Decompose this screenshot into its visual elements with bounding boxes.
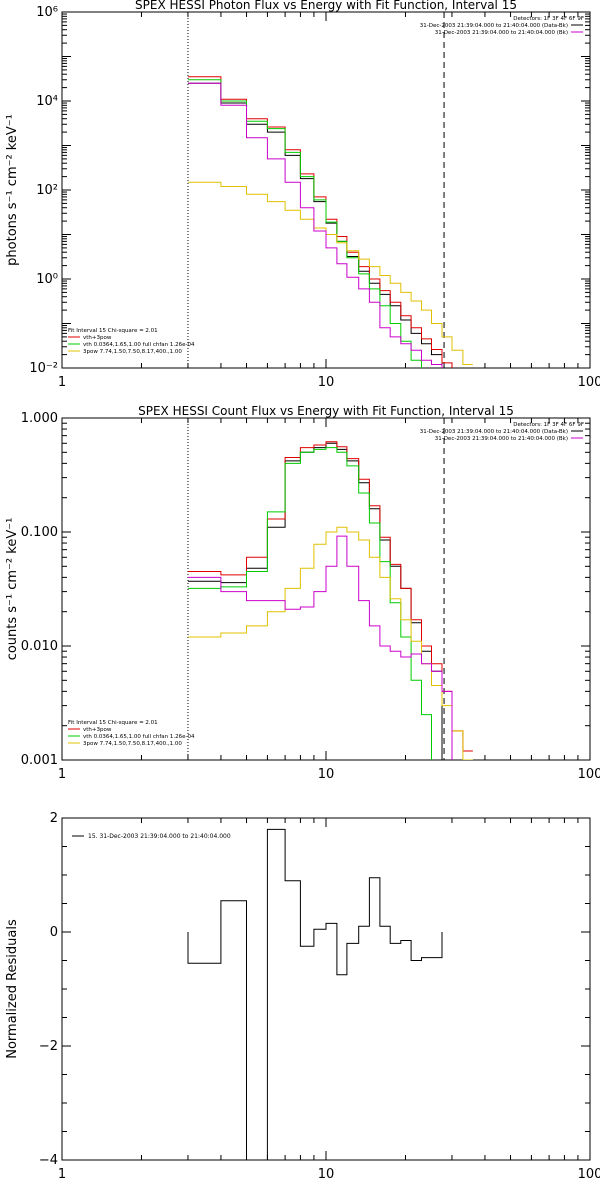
legend-bottom-entry: 3pow 7.74,1.50,7.50,8.17,400.,1.00 xyxy=(83,741,182,747)
legend-bottom-entry: Fit Interval 15 Chi-square = 2.01 xyxy=(68,328,158,334)
plot-frame xyxy=(61,817,591,1161)
legend-bottom-entry: vth 0.0364,1.65,1.00 full chfan 1.26e-04 xyxy=(83,342,195,348)
y-tick-label: −2 xyxy=(39,1039,58,1054)
y-tick-label: 1.000 xyxy=(21,411,58,426)
chart-title: SPEX HESSI Photon Flux vs Energy with Fi… xyxy=(135,0,517,12)
legend-bottom-entry: vth+3pow xyxy=(83,335,112,341)
legend-top-entry: 31-Dec-2003 21:39:04.000 to 21:40:04.000… xyxy=(435,30,568,36)
y-tick-label: 10⁴ xyxy=(36,94,58,109)
residual-legend-entry: 15. 31-Dec-2003 21:39:04.000 to 21:40:04… xyxy=(88,833,231,840)
plot-frame xyxy=(61,11,591,369)
series-line-2 xyxy=(188,441,473,752)
series-line-1 xyxy=(188,442,453,760)
legend-bottom-entry: vth 0.0364,1.65,1.00 full chfan 1.26e-04 xyxy=(83,734,195,740)
y-axis-label: counts s⁻¹ cm⁻² keV⁻¹ xyxy=(5,518,20,661)
y-tick-label: 10⁻² xyxy=(29,361,58,376)
x-tick-label: 100 xyxy=(578,1167,600,1182)
y-tick-label: −4 xyxy=(39,1153,58,1168)
legend-top-entry: Detectors: 1F 3F 4F 6F 9F xyxy=(513,16,584,22)
residuals-line xyxy=(187,828,443,1160)
plot-data xyxy=(187,828,443,1160)
chart-title: SPEX HESSI Count Flux vs Energy with Fit… xyxy=(138,404,514,418)
series-line-5 xyxy=(188,535,453,760)
legend-top-entry: 31-Dec-2003 21:39:04.000 to 21:40:04.000… xyxy=(435,436,568,442)
series-line-2 xyxy=(188,76,453,368)
chart-panel-2: SPEX HESSI Count Flux vs Energy with Fit… xyxy=(5,404,600,782)
legend-top-entry: Detectors: 1F 3F 4F 6F 9F xyxy=(513,422,584,428)
plot-data xyxy=(187,12,473,368)
y-tick-label: 0.100 xyxy=(21,525,58,540)
legend-top-entry: 31-Dec-2003 21:39:04.000 to 21:40:04.000… xyxy=(420,429,568,435)
legend-top-entry: 31-Dec-2003 21:39:04.000 to 21:40:04.000… xyxy=(420,23,568,29)
series-line-4 xyxy=(188,181,473,365)
legend-bottom-entry: 3pow 7.74,1.50,7.50,8.17,400.,1.00 xyxy=(83,349,182,355)
x-tick-label: 1 xyxy=(58,1167,66,1182)
series-line-3 xyxy=(188,79,422,368)
y-tick-label: 10² xyxy=(36,183,58,198)
x-tick-label: 1 xyxy=(58,767,66,782)
legend-bottom-entry: Fit Interval 15 Chi-square = 2.01 xyxy=(68,720,158,726)
x-tick-label: 10 xyxy=(318,767,335,782)
x-tick-label: 10 xyxy=(318,375,335,390)
y-tick-label: 10⁰ xyxy=(36,272,58,287)
x-tick-label: 100 xyxy=(578,375,600,390)
y-tick-label: 0.010 xyxy=(21,639,58,654)
x-tick-label: 100 xyxy=(578,767,600,782)
series-line-4 xyxy=(188,526,473,760)
plot-data xyxy=(187,418,473,760)
series-line-1 xyxy=(188,82,453,368)
x-tick-label: 10 xyxy=(318,1167,335,1182)
legend-bottom-entry: vth+3pow xyxy=(83,727,112,733)
series-line-5 xyxy=(188,82,443,368)
chart-panel-3: Normalized Residuals 1 10 100 −4 −2 0 2 15. 31-D… xyxy=(5,811,600,1182)
chart-panel-1: SPEX HESSI Photon Flux vs Energy with Fi… xyxy=(5,0,600,390)
series-line-3 xyxy=(188,447,432,760)
y-tick-label: 0.001 xyxy=(21,753,58,768)
y-axis-label: photons s⁻¹ cm⁻² keV⁻¹ xyxy=(5,114,20,266)
y-axis-label: Normalized Residuals xyxy=(5,919,20,1059)
x-tick-label: 1 xyxy=(58,375,66,390)
y-tick-label: 2 xyxy=(50,811,58,826)
y-tick-label: 0 xyxy=(50,925,58,940)
y-tick-label: 10⁶ xyxy=(36,5,58,20)
